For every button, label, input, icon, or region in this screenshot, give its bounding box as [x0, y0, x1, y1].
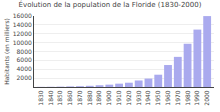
svg-text:1930: 1930: [135, 90, 142, 105]
svg-text:Habitants (en milliers): Habitants (en milliers): [3, 18, 10, 85]
svg-text:2000: 2000: [17, 74, 32, 81]
svg-text:1860: 1860: [66, 90, 73, 105]
svg-text:8000: 8000: [17, 48, 32, 55]
svg-text:1940: 1940: [144, 90, 151, 105]
svg-text:6000: 6000: [17, 56, 32, 63]
svg-text:1990: 1990: [193, 90, 200, 105]
svg-text:1970: 1970: [174, 90, 181, 105]
svg-text:1850: 1850: [56, 90, 63, 105]
svg-text:1980: 1980: [184, 90, 191, 105]
svg-text:1840: 1840: [47, 90, 54, 105]
svg-text:1910: 1910: [115, 90, 122, 105]
svg-text:4000: 4000: [17, 65, 32, 72]
svg-text:1950: 1950: [154, 90, 161, 105]
svg-text:1920: 1920: [125, 90, 132, 105]
svg-text:1830: 1830: [37, 90, 44, 105]
svg-text:2000: 2000: [203, 90, 210, 105]
svg-text:1880: 1880: [86, 90, 93, 105]
svg-text:1900: 1900: [105, 90, 112, 105]
svg-text:12000: 12000: [13, 30, 32, 37]
svg-text:1890: 1890: [95, 90, 102, 105]
svg-text:16000: 16000: [13, 12, 32, 19]
svg-text:1960: 1960: [164, 90, 171, 105]
svg-text:Évolution de la population de: Évolution de la population de la Floride…: [19, 0, 202, 9]
svg-text:14000: 14000: [13, 21, 32, 28]
svg-text:1870: 1870: [76, 90, 83, 105]
svg-text:10000: 10000: [13, 39, 32, 46]
